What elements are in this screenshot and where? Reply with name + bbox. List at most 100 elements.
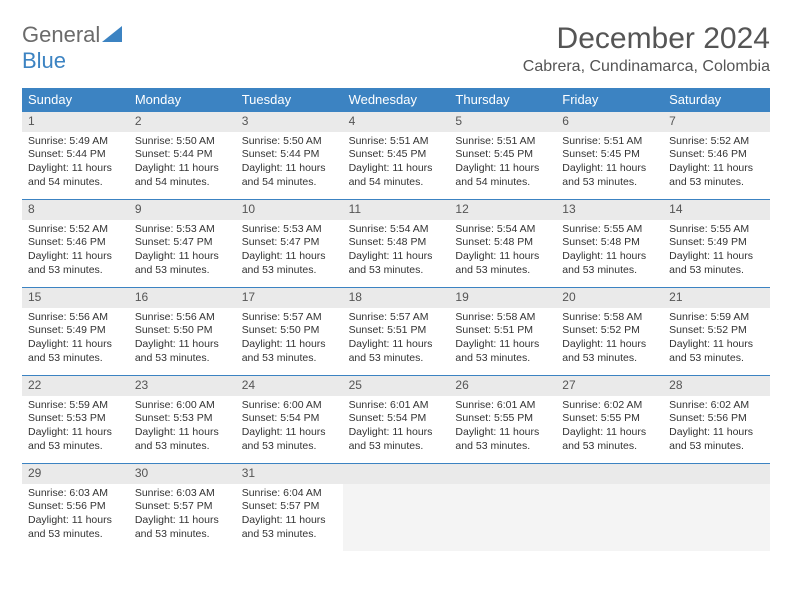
detail-line: Sunrise: 6:01 AM xyxy=(455,399,550,413)
calendar-cell: 30Sunrise: 6:03 AMSunset: 5:57 PMDayligh… xyxy=(129,463,236,551)
detail-line: and 53 minutes. xyxy=(28,352,123,366)
detail-line: and 53 minutes. xyxy=(242,352,337,366)
detail-line: Sunrise: 5:51 AM xyxy=(349,135,444,149)
detail-line: Sunrise: 5:51 AM xyxy=(562,135,657,149)
logo-text-general: General xyxy=(22,22,100,47)
location-text: Cabrera, Cundinamarca, Colombia xyxy=(523,58,770,76)
detail-line: Sunrise: 6:02 AM xyxy=(669,399,764,413)
day-details: Sunrise: 5:54 AMSunset: 5:48 PMDaylight:… xyxy=(343,220,450,284)
detail-line: and 53 minutes. xyxy=(349,440,444,454)
detail-line: and 53 minutes. xyxy=(135,264,230,278)
day-number: 31 xyxy=(236,464,343,484)
day-details: Sunrise: 6:04 AMSunset: 5:57 PMDaylight:… xyxy=(236,484,343,548)
day-number: 27 xyxy=(556,376,663,396)
logo-triangle-icon xyxy=(102,26,122,42)
calendar-cell-empty xyxy=(556,463,663,551)
logo: General Blue xyxy=(22,22,122,74)
calendar-cell: 15 Sunrise: 5:56 AMSunset: 5:49 PMDayligh… xyxy=(22,287,129,375)
detail-line: Daylight: 11 hours xyxy=(349,250,444,264)
detail-line: Sunrise: 5:53 AM xyxy=(242,223,337,237)
calendar-cell: 22Sunrise: 5:59 AMSunset: 5:53 PMDayligh… xyxy=(22,375,129,463)
detail-line: Daylight: 11 hours xyxy=(455,250,550,264)
day-details: Sunrise: 5:50 AMSunset: 5:44 PMDaylight:… xyxy=(129,132,236,196)
day-details: Sunrise: 5:55 AMSunset: 5:48 PMDaylight:… xyxy=(556,220,663,284)
detail-line: Sunrise: 5:55 AM xyxy=(669,223,764,237)
day-number: 28 xyxy=(663,376,770,396)
day-number: 5 xyxy=(449,112,556,132)
day-details: Sunrise: 5:58 AMSunset: 5:51 PMDaylight:… xyxy=(449,308,556,372)
detail-line: Daylight: 11 hours xyxy=(135,250,230,264)
detail-line: Sunset: 5:54 PM xyxy=(349,412,444,426)
calendar-cell: 5Sunrise: 5:51 AMSunset: 5:45 PMDaylight… xyxy=(449,111,556,199)
detail-line: Daylight: 11 hours xyxy=(669,250,764,264)
detail-line: Daylight: 11 hours xyxy=(562,250,657,264)
detail-line: Daylight: 11 hours xyxy=(242,162,337,176)
detail-line: and 54 minutes. xyxy=(349,176,444,190)
detail-line: and 53 minutes. xyxy=(28,528,123,542)
detail-line: Daylight: 11 hours xyxy=(28,338,123,352)
day-number: 4 xyxy=(343,112,450,132)
detail-line: Sunrise: 5:52 AM xyxy=(669,135,764,149)
detail-line: Sunset: 5:51 PM xyxy=(349,324,444,338)
calendar-cell: 1Sunrise: 5:49 AMSunset: 5:44 PMDaylight… xyxy=(22,111,129,199)
detail-line: Sunset: 5:46 PM xyxy=(28,236,123,250)
calendar-cell: 17Sunrise: 5:57 AMSunset: 5:50 PMDayligh… xyxy=(236,287,343,375)
day-number xyxy=(663,464,770,484)
detail-line: Sunset: 5:57 PM xyxy=(242,500,337,514)
detail-line: Sunrise: 5:50 AM xyxy=(135,135,230,149)
calendar-cell: 9Sunrise: 5:53 AMSunset: 5:47 PMDaylight… xyxy=(129,199,236,287)
day-number: 12 xyxy=(449,200,556,220)
day-details: Sunrise: 5:51 AMSunset: 5:45 PMDaylight:… xyxy=(556,132,663,196)
detail-line: Daylight: 11 hours xyxy=(28,250,123,264)
detail-line: and 54 minutes. xyxy=(135,176,230,190)
detail-line: Sunset: 5:47 PM xyxy=(242,236,337,250)
detail-line: Sunrise: 5:59 AM xyxy=(669,311,764,325)
day-number: 23 xyxy=(129,376,236,396)
detail-line: Daylight: 11 hours xyxy=(669,426,764,440)
detail-line: Daylight: 11 hours xyxy=(135,426,230,440)
detail-line: Daylight: 11 hours xyxy=(669,338,764,352)
calendar-cell: 21Sunrise: 5:59 AMSunset: 5:52 PMDayligh… xyxy=(663,287,770,375)
day-details: Sunrise: 6:01 AMSunset: 5:54 PMDaylight:… xyxy=(343,396,450,460)
detail-line: and 53 minutes. xyxy=(135,352,230,366)
detail-line: Daylight: 11 hours xyxy=(242,426,337,440)
detail-line: Sunrise: 5:59 AM xyxy=(28,399,123,413)
detail-line: and 53 minutes. xyxy=(135,528,230,542)
day-details: Sunrise: 6:00 AMSunset: 5:53 PMDaylight:… xyxy=(129,396,236,460)
detail-line: Sunset: 5:49 PM xyxy=(28,324,123,338)
day-details: Sunrise: 5:59 AMSunset: 5:52 PMDaylight:… xyxy=(663,308,770,372)
day-details: Sunrise: 5:56 AMSunset: 5:50 PMDaylight:… xyxy=(129,308,236,372)
calendar-cell: 31Sunrise: 6:04 AMSunset: 5:57 PMDayligh… xyxy=(236,463,343,551)
detail-line: and 53 minutes. xyxy=(669,352,764,366)
detail-line: Sunrise: 5:56 AM xyxy=(28,311,123,325)
detail-line: and 53 minutes. xyxy=(669,440,764,454)
day-details: Sunrise: 5:53 AMSunset: 5:47 PMDaylight:… xyxy=(129,220,236,284)
detail-line: Sunrise: 5:54 AM xyxy=(349,223,444,237)
day-details: Sunrise: 5:50 AMSunset: 5:44 PMDaylight:… xyxy=(236,132,343,196)
detail-line: Daylight: 11 hours xyxy=(135,162,230,176)
day-number: 10 xyxy=(236,200,343,220)
day-header: Friday xyxy=(556,88,663,111)
detail-line: and 54 minutes. xyxy=(242,176,337,190)
day-details: Sunrise: 5:52 AMSunset: 5:46 PMDaylight:… xyxy=(663,132,770,196)
detail-line: Sunrise: 5:49 AM xyxy=(28,135,123,149)
day-number: 22 xyxy=(22,376,129,396)
day-header: Sunday xyxy=(22,88,129,111)
calendar-cell: 19Sunrise: 5:58 AMSunset: 5:51 PMDayligh… xyxy=(449,287,556,375)
detail-line: and 53 minutes. xyxy=(135,440,230,454)
calendar-cell: 4Sunrise: 5:51 AMSunset: 5:45 PMDaylight… xyxy=(343,111,450,199)
day-number: 15 xyxy=(22,288,129,308)
detail-line: Sunrise: 5:51 AM xyxy=(455,135,550,149)
detail-line: Daylight: 11 hours xyxy=(562,338,657,352)
detail-line: Sunset: 5:55 PM xyxy=(562,412,657,426)
detail-line: Sunset: 5:49 PM xyxy=(669,236,764,250)
detail-line: Sunrise: 5:58 AM xyxy=(455,311,550,325)
calendar-cell: 20Sunrise: 5:58 AMSunset: 5:52 PMDayligh… xyxy=(556,287,663,375)
detail-line: and 53 minutes. xyxy=(349,264,444,278)
calendar-cell: 11Sunrise: 5:54 AMSunset: 5:48 PMDayligh… xyxy=(343,199,450,287)
detail-line: and 53 minutes. xyxy=(669,176,764,190)
header: General Blue December 2024 Cabrera, Cund… xyxy=(22,22,770,76)
day-details: Sunrise: 5:55 AMSunset: 5:49 PMDaylight:… xyxy=(663,220,770,284)
detail-line: Sunrise: 5:54 AM xyxy=(455,223,550,237)
day-number: 11 xyxy=(343,200,450,220)
